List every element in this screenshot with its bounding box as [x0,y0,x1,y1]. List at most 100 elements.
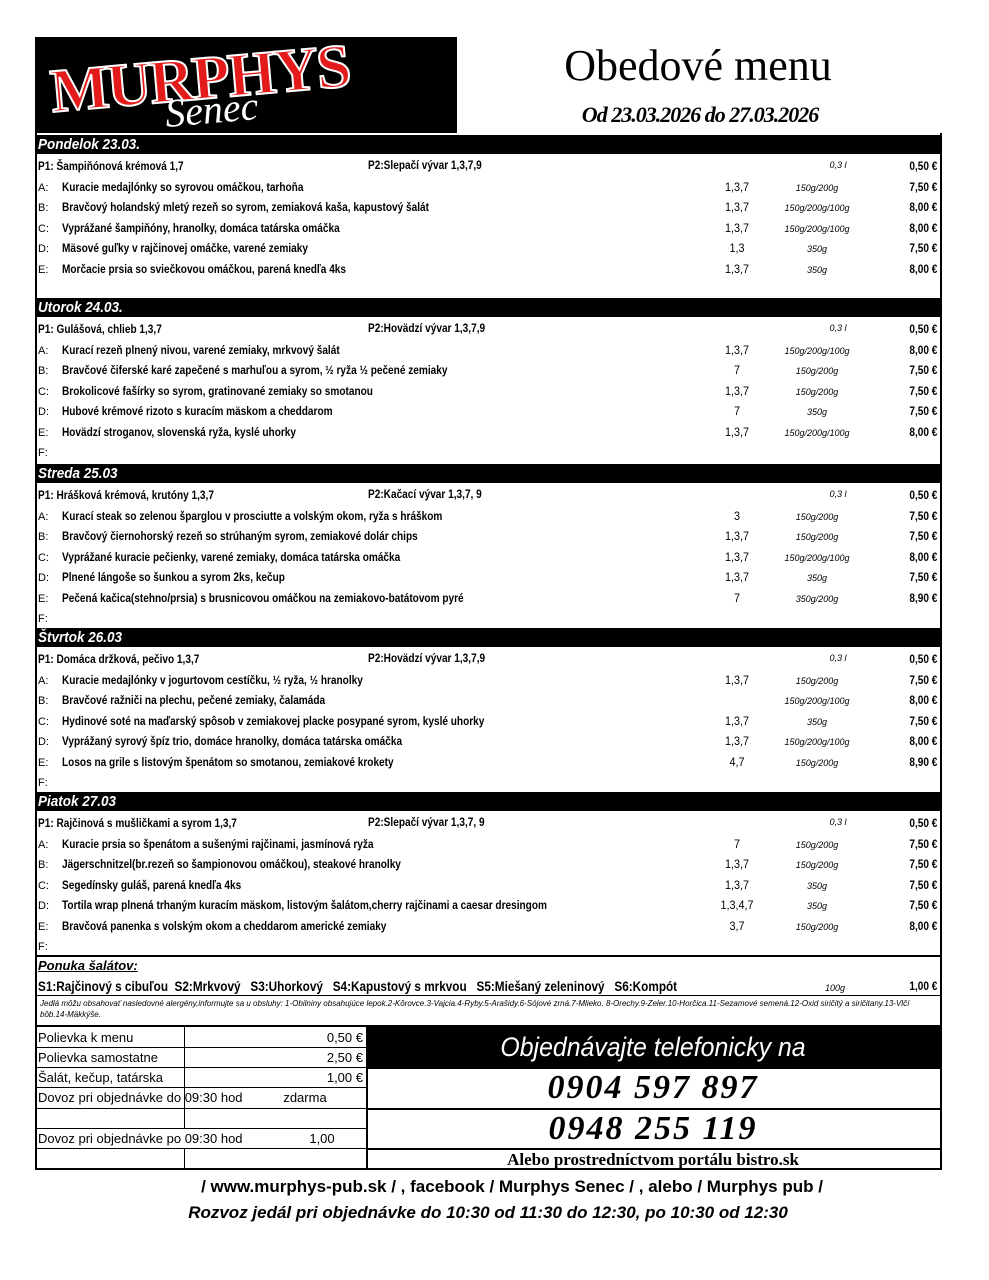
weight: 150g/200g [795,839,839,850]
price: 7,50 € [908,672,937,687]
day-name: Piatok 27.03 [38,793,117,810]
phone: 0948 255 119 [548,1110,758,1147]
item-letter: B: [38,859,49,871]
logo-sub: Senec [163,83,261,136]
item-letter: A: [38,510,49,523]
price: 8,00 € [908,200,937,214]
item-letter: C: [38,551,49,564]
row-line [366,1148,940,1150]
item-letter: D: [38,406,49,418]
order-box [366,1027,940,1067]
weight: 150g/200g [795,675,839,686]
allergens: 4,7 [729,754,745,769]
weight: 350g [806,264,828,275]
price: 8,00 € [908,342,937,357]
weight: 150g/200g/100g [784,427,850,438]
price: 7,50 € [908,404,937,418]
price: 8,00 € [908,261,937,276]
item-letter: F: [38,613,48,625]
soup-p1: P1: Domáca držková, pečivo 1,3,7 [38,652,200,666]
soup-p1: P1: Rajčinová s mušličkami a syrom 1,3,7 [38,816,237,830]
day-bar [35,792,940,811]
allergens: 1,3,7 [724,549,750,564]
allergens: 1,3,7 [724,570,750,584]
row-line [35,1067,366,1068]
price: 7,50 € [908,877,937,892]
weight: 350g [806,407,828,417]
price: 7,50 € [908,857,937,871]
col-line [184,1027,185,1108]
weight: 150g/200g [795,182,839,193]
item-letter: D: [38,243,49,255]
row-line [35,1148,366,1149]
extra-label: Polievka k menu [38,1030,134,1045]
item-letter: D: [38,900,49,912]
price: 7,50 € [908,898,937,912]
extra-label: Šalát, kečup, tatárska [38,1070,164,1085]
extra-price: 1,00 [309,1131,335,1146]
price: 7,50 € [908,713,937,728]
col-line [366,1027,368,1170]
item-name: Kuracie prsia so špenátom a sušenými raj… [62,836,374,851]
price: 8,90 € [908,754,937,769]
soup-p1: P1: Šampiňónová krémová 1,7 [38,159,184,173]
weight: 150g/200g [795,511,839,522]
row-line [35,1087,366,1088]
allergens: 1,3 [729,241,745,255]
soup-size: 0,3 l [829,160,847,170]
portal: Alebo prostredníctvom portálu bistro.sk [507,1150,799,1169]
weight: 150g/200g/100g [784,203,850,213]
item-letter: E: [38,592,49,605]
item-name: Vyprážané kuracie pečienky, varené zemia… [62,549,401,564]
item-letter: C: [38,385,49,398]
weight: 150g/200g/100g [784,696,850,706]
title: Obedové menu [564,41,832,90]
item-letter: A: [38,674,49,687]
allergens: 1,3,7 [724,179,750,194]
item-letter: A: [38,344,49,357]
weight: 350g [806,880,828,891]
extra-label: Dovoz pri objednávke po 09:30 hod [38,1131,243,1146]
logo-box [35,37,457,133]
weight: 150g/200g/100g [784,223,850,234]
divider [35,955,940,957]
item-letter: C: [38,715,49,728]
item-letter: B: [38,202,49,214]
row-line [366,1108,940,1110]
soup-p2: P2:Kačací vývar 1,3,7, 9 [368,487,482,501]
order-title: Objednávajte telefonicky na [500,1032,806,1062]
allergens: 1,3,7 [724,220,750,235]
item-name: Bravčové ražniči na plechu, pečené zemia… [62,693,326,707]
item-name: Hubové krémové rizoto s kuracím mäskom a… [62,404,333,418]
allergens: 1,3,7 [724,383,750,398]
allergens: 1,3,7 [724,529,750,543]
soup-p2: P2:Slepačí vývar 1,3,7, 9 [368,815,485,829]
extra-price: zdarma [283,1090,327,1105]
item-letter: E: [38,426,49,439]
item-name: Hovädzí stroganov, slovenská ryža, kyslé… [62,424,296,439]
price: 1,00 € [908,979,937,993]
item-letter: F: [38,447,48,459]
item-name: Tortila wrap plnená trhaným kuracím mäsk… [62,898,547,912]
item-name: Losos na grile s listovým špenátom so sm… [62,754,394,769]
price: 0,50 € [908,322,937,336]
weight: 150g/200g [795,532,839,542]
day-bar [35,628,940,647]
price: 0,50 € [908,816,937,830]
allergens: 7 [733,590,741,605]
allergens: 1,3,7 [724,424,750,439]
weight: 350g [806,573,828,583]
weight: 150g/200g [795,921,839,932]
price: 8,00 € [908,549,937,564]
frame [35,133,942,1170]
allergens: 1,3,7 [724,877,750,892]
dates: Od 23.03.2026 do 27.03.2026 [581,102,819,127]
price: 7,50 € [908,529,937,543]
allergens: 1,3,4,7 [720,898,754,912]
price: 8,00 € [908,734,937,748]
soup-size: 0,3 l [829,489,847,499]
allergens: 3,7 [729,918,745,933]
price: 7,50 € [908,836,937,851]
soup-p1: P1: Hrášková krémová, krutóny 1,3,7 [38,488,214,502]
